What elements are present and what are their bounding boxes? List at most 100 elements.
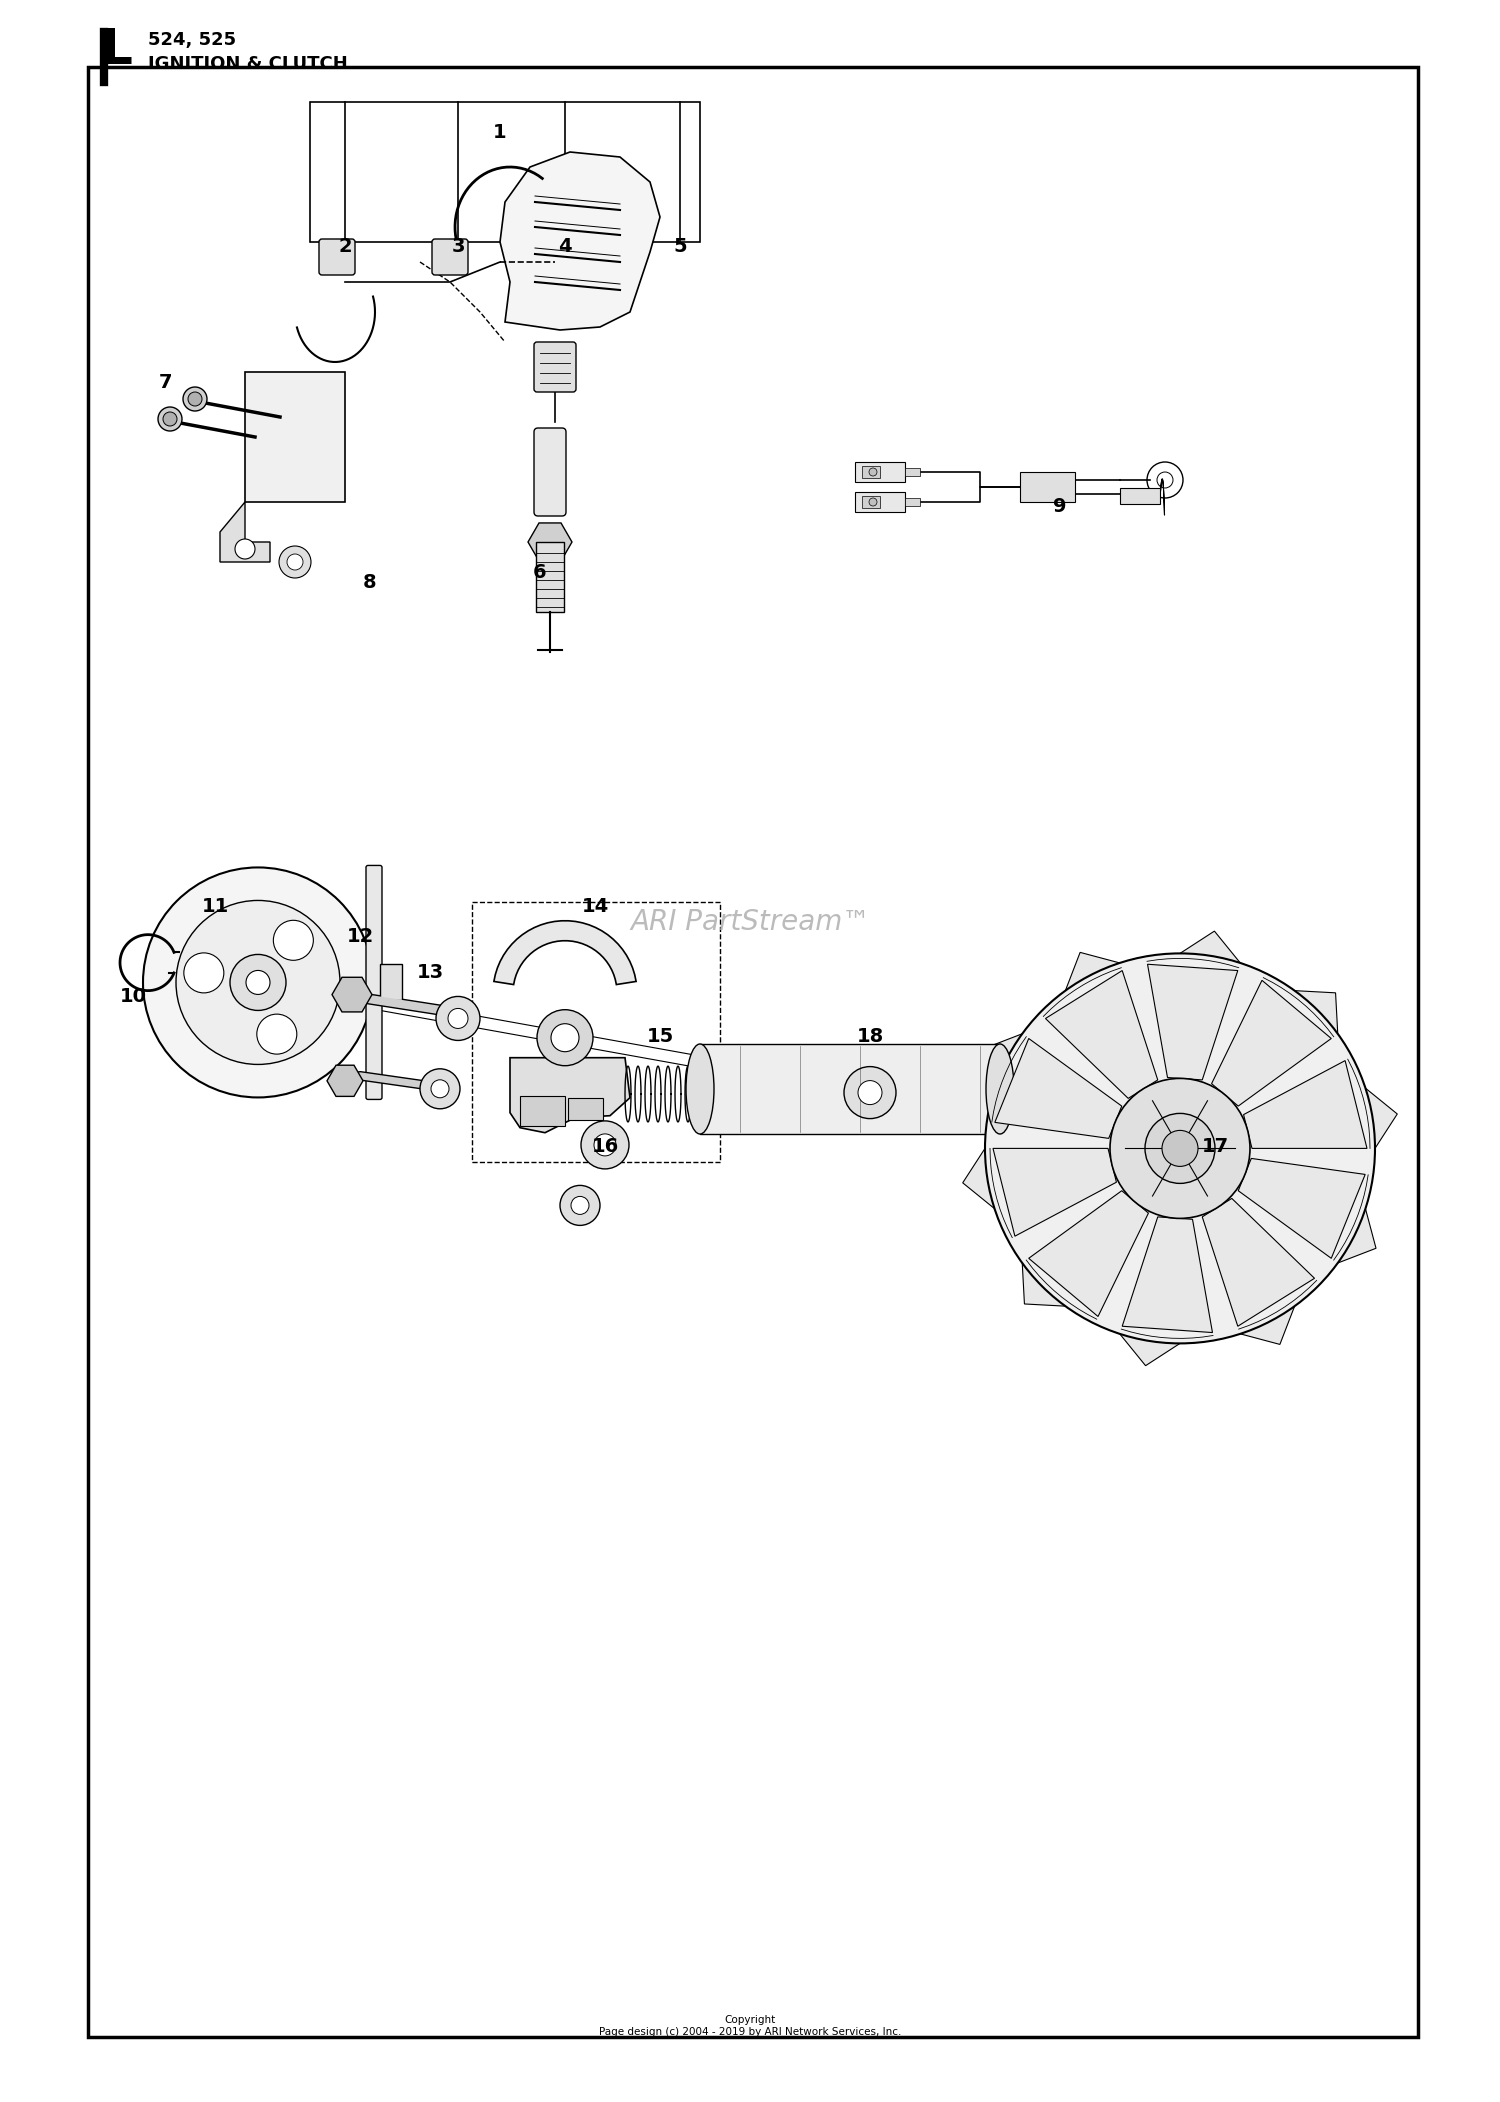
Bar [862,467,880,477]
Circle shape [430,1080,448,1097]
Circle shape [537,1009,592,1066]
Text: 15: 15 [646,1028,674,1047]
Text: 2: 2 [338,238,352,256]
Polygon shape [220,502,270,561]
Bar [536,542,564,612]
Circle shape [1162,1131,1198,1167]
Polygon shape [1148,965,1238,1080]
Polygon shape [993,1148,1116,1236]
Bar [568,1097,603,1120]
Circle shape [230,954,286,1011]
Bar [855,462,904,481]
Polygon shape [1240,1305,1294,1345]
Polygon shape [984,1034,1022,1089]
Ellipse shape [986,1045,1014,1133]
Text: 1: 1 [494,122,507,141]
Polygon shape [528,523,572,561]
Text: 17: 17 [1202,1137,1228,1156]
Bar [310,103,700,242]
Polygon shape [1338,1209,1376,1263]
Circle shape [188,391,202,406]
Circle shape [868,498,877,507]
Polygon shape [510,1057,630,1133]
Bar [244,372,345,502]
Circle shape [279,547,310,578]
Polygon shape [1238,1158,1365,1259]
Polygon shape [494,921,636,984]
Text: 13: 13 [417,963,444,982]
Text: 11: 11 [201,898,228,916]
Text: IGNITION & CLUTCH: IGNITION & CLUTCH [148,55,348,74]
Circle shape [436,996,480,1040]
Circle shape [594,1133,616,1156]
Text: 12: 12 [346,927,374,946]
Polygon shape [1122,1217,1212,1333]
Circle shape [158,408,182,431]
Polygon shape [1065,952,1119,990]
FancyBboxPatch shape [534,343,576,391]
Polygon shape [1212,980,1332,1106]
Circle shape [580,1120,628,1169]
Circle shape [236,538,255,559]
Polygon shape [963,1148,994,1209]
Text: 8: 8 [363,572,376,591]
Text: Page design (c) 2004 - 2019 by ARI Network Services, Inc.: Page design (c) 2004 - 2019 by ARI Netwo… [598,2026,902,2037]
Polygon shape [1180,931,1240,963]
Circle shape [1144,1114,1215,1183]
Circle shape [273,921,314,961]
Circle shape [868,469,877,475]
Circle shape [572,1196,590,1215]
Circle shape [420,1068,460,1108]
Circle shape [164,412,177,427]
Polygon shape [1046,971,1158,1099]
Bar [380,965,402,1001]
Circle shape [550,1024,579,1051]
Circle shape [560,1186,600,1225]
Polygon shape [1202,1198,1314,1326]
Bar [904,469,920,475]
Circle shape [986,954,1376,1343]
Text: Copyright: Copyright [724,2016,776,2024]
Text: 14: 14 [582,898,609,916]
FancyBboxPatch shape [534,429,566,515]
Circle shape [844,1066,895,1118]
Circle shape [256,1013,297,1053]
Polygon shape [1022,1263,1065,1305]
Circle shape [142,868,374,1097]
Bar [520,1095,566,1127]
Bar [700,1045,1000,1133]
Circle shape [246,971,270,994]
Text: 5: 5 [674,238,687,256]
Circle shape [1110,1078,1250,1219]
Circle shape [176,900,340,1064]
Bar [1020,473,1076,502]
Bar [855,492,904,513]
Text: 3: 3 [452,238,465,256]
Polygon shape [332,977,372,1011]
Text: 18: 18 [856,1028,883,1047]
Text: 524, 525: 524, 525 [148,32,236,48]
Circle shape [184,952,224,992]
Text: 7: 7 [159,372,171,391]
Text: ARI PartStream™: ARI PartStream™ [630,908,870,935]
Polygon shape [1294,990,1338,1034]
Polygon shape [1365,1089,1398,1148]
Polygon shape [327,1066,363,1097]
Circle shape [286,555,303,570]
Bar [904,498,920,507]
FancyBboxPatch shape [366,866,382,1099]
Text: 9: 9 [1053,498,1066,517]
Ellipse shape [686,1045,714,1133]
Bar [862,496,880,509]
Polygon shape [1244,1062,1366,1148]
Text: L: L [100,25,132,74]
Bar [1120,488,1160,504]
Polygon shape [500,151,660,330]
Text: 4: 4 [558,238,572,256]
Text: 6: 6 [532,563,548,582]
FancyBboxPatch shape [432,240,468,275]
Circle shape [183,387,207,412]
Polygon shape [994,1038,1122,1139]
Circle shape [858,1080,882,1104]
Polygon shape [1119,1335,1180,1366]
